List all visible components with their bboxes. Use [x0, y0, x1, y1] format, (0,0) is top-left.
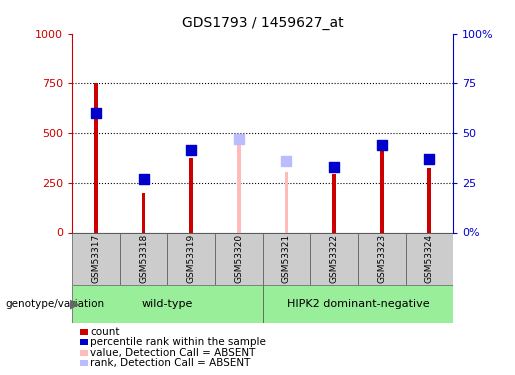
Text: wild-type: wild-type: [142, 299, 193, 309]
Bar: [237, 143, 241, 232]
Text: GSM53317: GSM53317: [92, 234, 100, 284]
Bar: [215, 232, 263, 285]
Bar: [380, 149, 384, 232]
Bar: [310, 232, 358, 285]
Text: ▶: ▶: [70, 297, 79, 310]
Point: [235, 136, 243, 142]
Text: GSM53318: GSM53318: [139, 234, 148, 284]
Point: [330, 164, 338, 170]
Bar: [167, 232, 215, 285]
Bar: [332, 174, 336, 232]
Point: [92, 110, 100, 116]
Bar: [142, 193, 145, 232]
Text: GSM53324: GSM53324: [425, 234, 434, 283]
Text: HIPK2 dominant-negative: HIPK2 dominant-negative: [287, 299, 429, 309]
Bar: [263, 285, 453, 322]
Point: [282, 158, 290, 164]
Text: GSM53322: GSM53322: [330, 234, 338, 283]
Bar: [285, 172, 288, 232]
Bar: [190, 158, 193, 232]
Point: [377, 142, 386, 148]
Point: [425, 156, 434, 162]
Bar: [427, 168, 431, 232]
Text: percentile rank within the sample: percentile rank within the sample: [90, 338, 266, 347]
Bar: [405, 232, 453, 285]
Bar: [119, 232, 167, 285]
Bar: [72, 285, 263, 322]
Text: count: count: [90, 327, 119, 337]
Bar: [263, 232, 310, 285]
Text: GSM53320: GSM53320: [234, 234, 243, 284]
Text: GSM53321: GSM53321: [282, 234, 291, 284]
Text: rank, Detection Call = ABSENT: rank, Detection Call = ABSENT: [90, 358, 250, 368]
Title: GDS1793 / 1459627_at: GDS1793 / 1459627_at: [182, 16, 344, 30]
Bar: [72, 232, 119, 285]
Text: genotype/variation: genotype/variation: [5, 299, 104, 309]
Bar: [94, 84, 98, 232]
Text: GSM53323: GSM53323: [377, 234, 386, 284]
Point: [140, 176, 148, 182]
Text: value, Detection Call = ABSENT: value, Detection Call = ABSENT: [90, 348, 255, 358]
Bar: [358, 232, 405, 285]
Point: [187, 147, 195, 153]
Text: GSM53319: GSM53319: [187, 234, 196, 284]
